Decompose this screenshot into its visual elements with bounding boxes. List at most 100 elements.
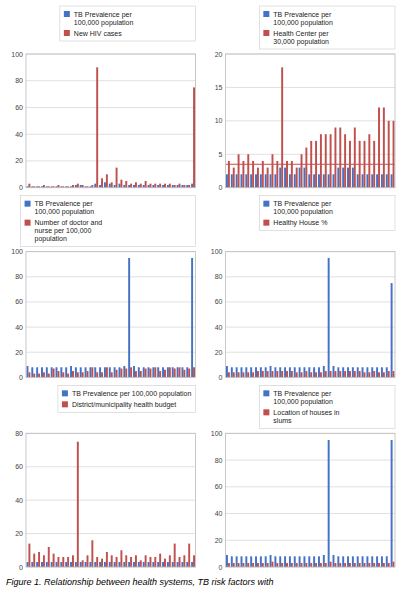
bar (301, 154, 303, 187)
bar (111, 182, 113, 187)
bar (101, 372, 103, 377)
bar (106, 174, 108, 187)
bar (148, 367, 150, 377)
grid-line (226, 460, 396, 461)
bar (162, 185, 164, 188)
bar (373, 371, 375, 377)
bar (294, 367, 296, 377)
legend-label: Healthy House % (273, 219, 327, 227)
bar (296, 372, 298, 377)
bar (391, 174, 393, 187)
bar (245, 367, 247, 377)
bar (265, 367, 267, 377)
bar (149, 369, 151, 378)
bar (362, 367, 364, 377)
bar (364, 372, 366, 377)
legend-box (259, 196, 395, 231)
tick-label: 5 (219, 151, 223, 158)
bar (57, 185, 59, 188)
bar (281, 371, 283, 377)
bar (308, 367, 310, 377)
bar (96, 557, 98, 567)
bar (181, 562, 183, 567)
bar (308, 174, 310, 187)
bar (179, 367, 181, 377)
bars (26, 258, 195, 377)
legend-box (259, 6, 395, 49)
bar (238, 372, 240, 377)
plot-frame (26, 54, 196, 188)
bar (33, 374, 35, 378)
bars (226, 67, 396, 187)
tick-label: 0 (219, 564, 223, 571)
bar (75, 367, 77, 377)
legend-swatch (263, 11, 269, 17)
bar (284, 168, 286, 188)
legend-label: TB Prevalence per100,000 population (35, 200, 95, 216)
bar (188, 369, 190, 378)
tick-label: 40 (215, 510, 223, 517)
bar (236, 174, 238, 187)
bar (193, 555, 195, 567)
bar (135, 182, 137, 187)
bar (72, 185, 74, 188)
bar (91, 540, 93, 567)
bar (305, 371, 307, 377)
legend: TB Prevalence per100,000 populationHealt… (259, 196, 395, 231)
tick-label: 100 (11, 248, 23, 255)
bar (162, 367, 164, 377)
grid-line (226, 486, 396, 487)
legend-box (259, 385, 395, 428)
bar (186, 562, 188, 567)
grid-line (26, 500, 196, 501)
legend-label: TB Prevalence per 100,000 population (72, 390, 192, 398)
bar (349, 563, 351, 567)
bar (94, 562, 96, 567)
legend: TB Prevalence per100,000 populationHealt… (259, 6, 395, 49)
bar (315, 372, 317, 377)
bar (183, 185, 185, 188)
grid-line (226, 352, 396, 353)
tick-label: 15 (215, 84, 223, 91)
bar (181, 185, 183, 188)
bar (123, 366, 125, 377)
bar (72, 371, 74, 377)
bar (274, 174, 276, 187)
bar (174, 544, 176, 567)
bar (43, 555, 45, 567)
legend-swatch (62, 401, 68, 407)
bar (41, 367, 43, 377)
bar (274, 556, 276, 567)
bar (247, 563, 249, 567)
bar (386, 367, 388, 377)
grid-line (26, 327, 196, 328)
legend-swatch (263, 30, 269, 36)
bar (70, 366, 72, 377)
bar (342, 367, 344, 377)
plot-frame (226, 54, 396, 188)
bar (272, 154, 274, 187)
bar (183, 370, 185, 378)
bar (255, 174, 257, 187)
bar (138, 367, 140, 377)
bar (167, 367, 169, 377)
bar (284, 367, 286, 377)
bar (231, 174, 233, 187)
bar (148, 562, 150, 567)
bar (46, 367, 48, 377)
bar (89, 367, 91, 377)
bar (85, 367, 87, 377)
bar (53, 554, 55, 567)
tick-label: 0 (219, 374, 223, 381)
bar (231, 367, 233, 377)
bar (381, 174, 383, 187)
bar (164, 559, 166, 567)
bar (145, 181, 147, 188)
bar (238, 154, 240, 187)
bar (362, 174, 364, 187)
bar (274, 367, 276, 377)
bar (347, 168, 349, 188)
bar (236, 367, 238, 377)
bar (328, 440, 330, 567)
tick-label: 80 (15, 77, 23, 84)
